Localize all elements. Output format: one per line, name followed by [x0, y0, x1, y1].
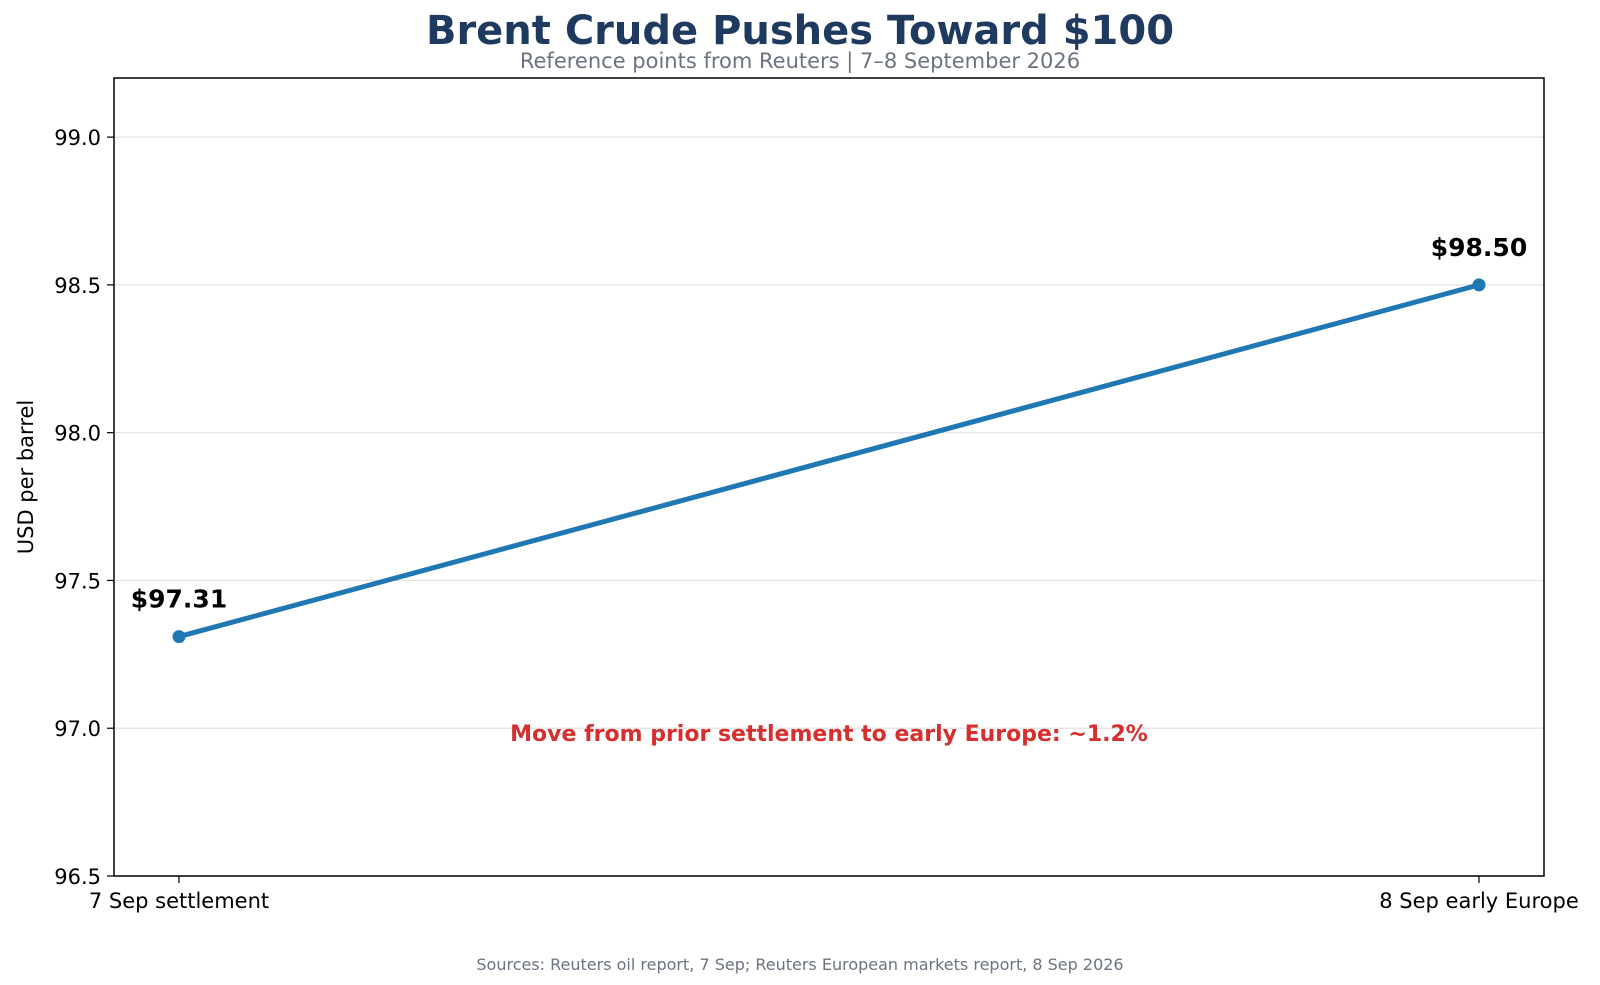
- point-value-label: $98.50: [1431, 233, 1527, 262]
- source-note: Sources: Reuters oil report, 7 Sep; Reut…: [476, 955, 1124, 974]
- series-line: [176, 282, 1482, 640]
- y-axis-ticks: 96.5 97.0 97.5 98.0 98.5 99.0: [54, 126, 114, 889]
- plot-frame: [113, 77, 1545, 877]
- data-point: [172, 630, 186, 644]
- x-tick-label: 8 Sep early Europe: [1379, 889, 1579, 913]
- change-annotation: Move from prior settlement to early Euro…: [510, 722, 1148, 747]
- y-tick-label: 97.5: [54, 569, 101, 593]
- x-tick-label: 7 Sep settlement: [89, 889, 269, 913]
- chart-title: Brent Crude Pushes Toward $100: [425, 8, 1175, 54]
- y-tick-label: 96.5: [54, 865, 101, 889]
- y-tick-label: 98.0: [54, 422, 101, 446]
- y-tick-label: 98.5: [54, 274, 101, 298]
- y-tick-label: 97.0: [54, 717, 101, 741]
- chart-subtitle: Reference points from Reuters | 7–8 Sept…: [519, 49, 1081, 73]
- point-labels: $97.31 $98.50: [131, 233, 1527, 614]
- point-value-label: $97.31: [131, 585, 227, 614]
- data-point: [1472, 278, 1486, 292]
- grid-lines: [114, 136, 1544, 729]
- series-layer: [172, 278, 1486, 644]
- y-tick-label: 99.0: [54, 126, 101, 150]
- x-axis-ticks: 7 Sep settlement 8 Sep early Europe: [89, 876, 1579, 913]
- y-axis-label: USD per barrel: [14, 400, 38, 555]
